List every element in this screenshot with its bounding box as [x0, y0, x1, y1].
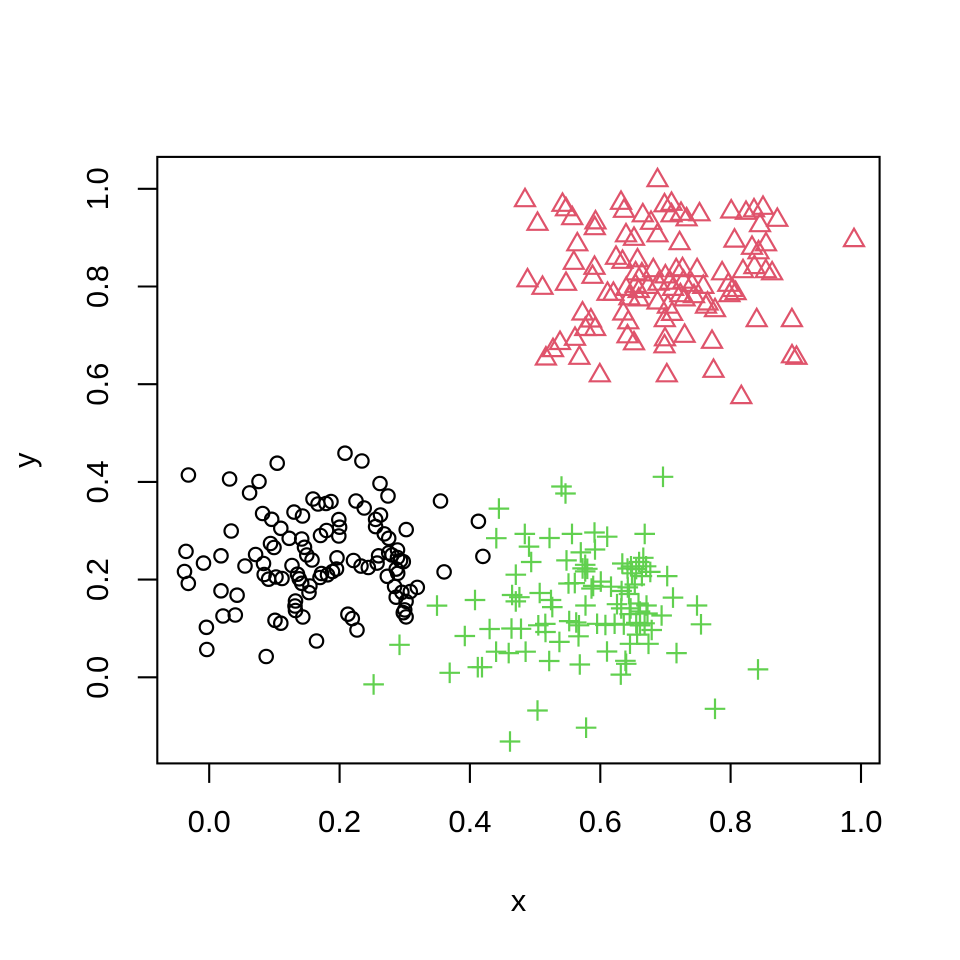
svg-text:0.4: 0.4	[80, 460, 115, 503]
svg-text:0.8: 0.8	[709, 804, 752, 839]
svg-text:0.6: 0.6	[579, 804, 622, 839]
svg-text:0.0: 0.0	[80, 656, 115, 699]
svg-text:0.2: 0.2	[80, 558, 115, 601]
svg-text:0.8: 0.8	[80, 265, 115, 308]
svg-text:x: x	[511, 883, 527, 918]
svg-text:0.6: 0.6	[80, 363, 115, 406]
svg-text:0.2: 0.2	[318, 804, 361, 839]
svg-text:1.0: 1.0	[80, 167, 115, 210]
svg-text:0.0: 0.0	[188, 804, 231, 839]
svg-text:y: y	[7, 452, 42, 468]
svg-text:1.0: 1.0	[839, 804, 882, 839]
svg-text:0.4: 0.4	[448, 804, 491, 839]
